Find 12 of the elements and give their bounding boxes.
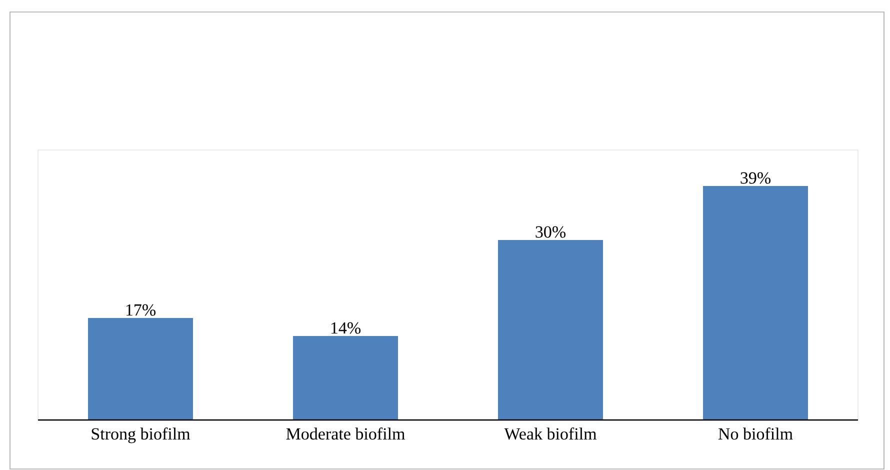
- bar: [88, 318, 194, 420]
- data-label: 14%: [331, 322, 361, 334]
- data-label: 17%: [126, 304, 156, 316]
- bar: [293, 336, 398, 420]
- x-tick-label: Moderate biofilm: [286, 428, 405, 440]
- x-tick-label: No biofilm: [718, 428, 793, 440]
- bar: [498, 240, 604, 420]
- x-tick-label: Strong biofilm: [92, 428, 190, 444]
- x-tick-label: Weak biofilm: [504, 428, 597, 440]
- data-label: 30%: [536, 226, 566, 238]
- data-label: 39%: [740, 172, 771, 184]
- bar: [703, 186, 808, 420]
